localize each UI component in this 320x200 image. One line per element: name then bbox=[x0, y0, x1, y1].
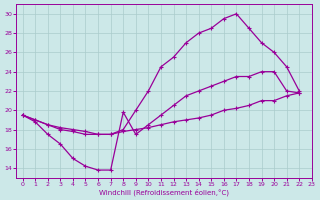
X-axis label: Windchill (Refroidissement éolien,°C): Windchill (Refroidissement éolien,°C) bbox=[99, 188, 229, 196]
